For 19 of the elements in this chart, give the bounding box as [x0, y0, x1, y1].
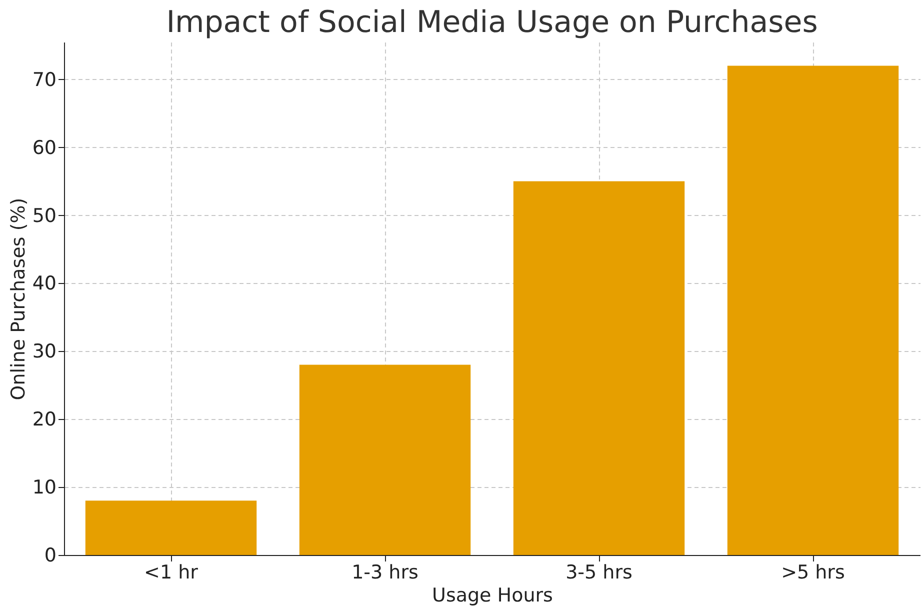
- y-tick-label: 40: [32, 272, 56, 295]
- x-tick-label: 3-5 hrs: [566, 562, 632, 584]
- y-tick-label: 60: [32, 136, 56, 159]
- bar: [299, 364, 471, 555]
- chart-title: Impact of Social Media Usage on Purchases: [166, 5, 818, 40]
- y-tick-label: 30: [32, 340, 56, 363]
- y-tick-label: 70: [32, 68, 56, 91]
- x-tick-label: >5 hrs: [781, 562, 845, 584]
- bar: [85, 500, 257, 555]
- y-tick-label: 10: [32, 476, 56, 499]
- y-tick-label: 20: [32, 408, 56, 431]
- x-tick-label: 1-3 hrs: [352, 562, 418, 584]
- x-axis-title: Usage Hours: [432, 584, 553, 606]
- y-tick-label: 50: [32, 204, 56, 227]
- bar: [727, 66, 899, 555]
- x-tick-label: <1 hr: [144, 562, 198, 584]
- y-axis-title: Online Purchases (%): [7, 198, 30, 400]
- y-tick-label: 0: [44, 544, 56, 566]
- bar: [513, 181, 685, 555]
